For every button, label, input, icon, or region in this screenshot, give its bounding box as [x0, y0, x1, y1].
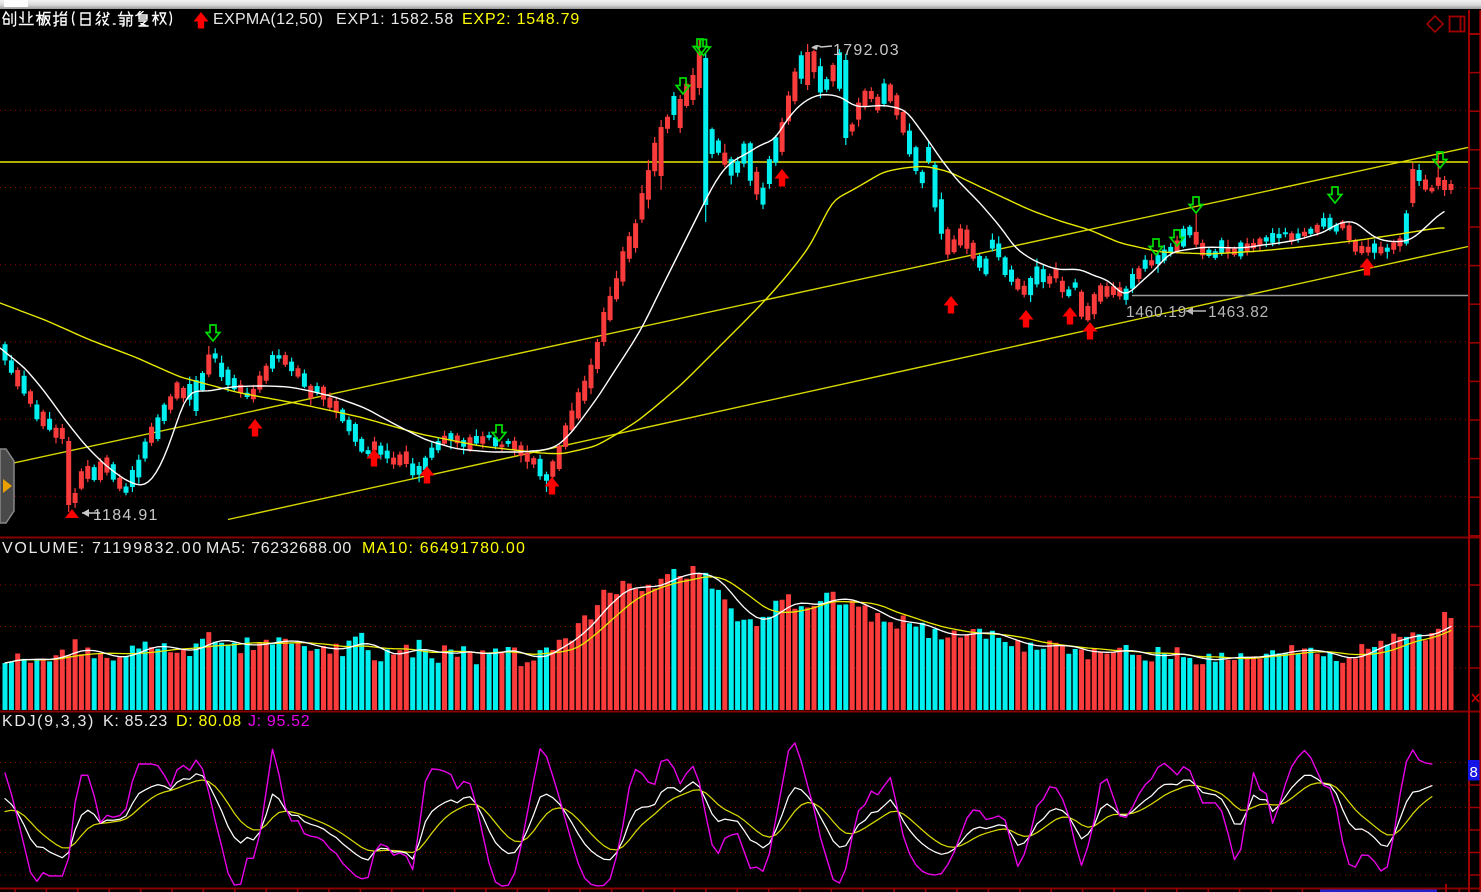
svg-text:1460.19: 1460.19: [1126, 304, 1187, 321]
svg-text:1792.03: 1792.03: [833, 42, 900, 59]
svg-text:1463.82: 1463.82: [1208, 304, 1269, 321]
svg-text:1184.91: 1184.91: [93, 507, 159, 524]
svg-text:8: 8: [1470, 764, 1478, 781]
